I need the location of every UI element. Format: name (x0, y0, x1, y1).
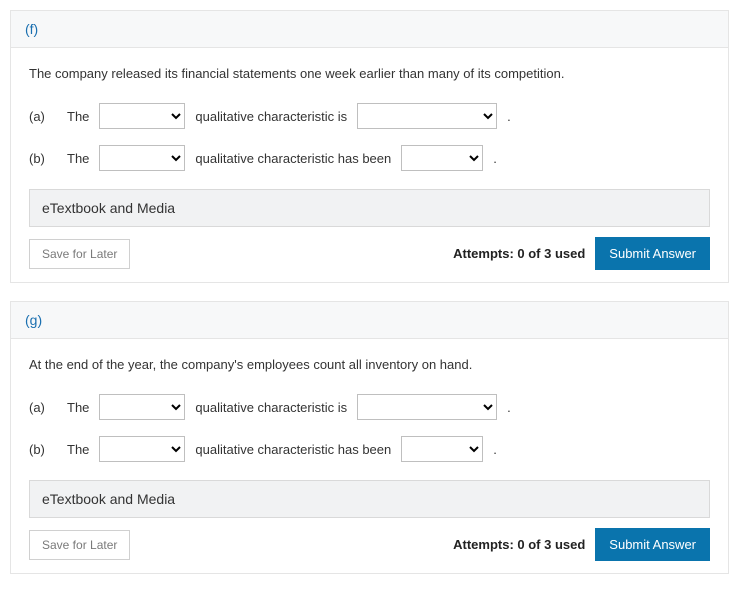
attempts-text: Attempts: 0 of 3 used (453, 537, 585, 552)
footer-row: Save for Later Attempts: 0 of 3 used Sub… (29, 237, 710, 270)
question-label: (f) (11, 11, 728, 48)
period: . (493, 442, 497, 457)
question-panel-f: (f) The company released its financial s… (10, 10, 729, 283)
attempts-text: Attempts: 0 of 3 used (453, 246, 585, 261)
part-label: (a) (29, 109, 57, 124)
part-row-a: (a) The qualitative characteristic is . (29, 394, 710, 420)
period: . (493, 151, 497, 166)
part-row-b: (b) The qualitative characteristic has b… (29, 436, 710, 462)
question-prompt: The company released its financial state… (29, 66, 710, 81)
footer-right: Attempts: 0 of 3 used Submit Answer (453, 237, 710, 270)
question-prompt: At the end of the year, the company's em… (29, 357, 710, 372)
submit-answer-button[interactable]: Submit Answer (595, 237, 710, 270)
text-pre: The (67, 151, 89, 166)
dropdown-value-2[interactable] (401, 145, 483, 171)
dropdown-qualitative-1[interactable] (99, 394, 185, 420)
etextbook-bar[interactable]: eTextbook and Media (29, 189, 710, 227)
dropdown-qualitative-2[interactable] (99, 145, 185, 171)
part-label: (a) (29, 400, 57, 415)
part-label: (b) (29, 151, 57, 166)
footer-row: Save for Later Attempts: 0 of 3 used Sub… (29, 528, 710, 561)
footer-right: Attempts: 0 of 3 used Submit Answer (453, 528, 710, 561)
text-mid: qualitative characteristic is (195, 109, 347, 124)
text-pre: The (67, 442, 89, 457)
text-mid: qualitative characteristic is (195, 400, 347, 415)
etextbook-bar[interactable]: eTextbook and Media (29, 480, 710, 518)
period: . (507, 400, 511, 415)
text-pre: The (67, 400, 89, 415)
question-label: (g) (11, 302, 728, 339)
save-for-later-button[interactable]: Save for Later (29, 239, 130, 269)
question-panel-g: (g) At the end of the year, the company'… (10, 301, 729, 574)
question-body: The company released its financial state… (11, 48, 728, 282)
part-row-b: (b) The qualitative characteristic has b… (29, 145, 710, 171)
submit-answer-button[interactable]: Submit Answer (595, 528, 710, 561)
text-mid: qualitative characteristic has been (195, 151, 391, 166)
question-body: At the end of the year, the company's em… (11, 339, 728, 573)
dropdown-value-1[interactable] (357, 103, 497, 129)
dropdown-qualitative-1[interactable] (99, 103, 185, 129)
save-for-later-button[interactable]: Save for Later (29, 530, 130, 560)
period: . (507, 109, 511, 124)
dropdown-value-2[interactable] (401, 436, 483, 462)
part-label: (b) (29, 442, 57, 457)
text-pre: The (67, 109, 89, 124)
part-row-a: (a) The qualitative characteristic is . (29, 103, 710, 129)
text-mid: qualitative characteristic has been (195, 442, 391, 457)
dropdown-qualitative-2[interactable] (99, 436, 185, 462)
dropdown-value-1[interactable] (357, 394, 497, 420)
